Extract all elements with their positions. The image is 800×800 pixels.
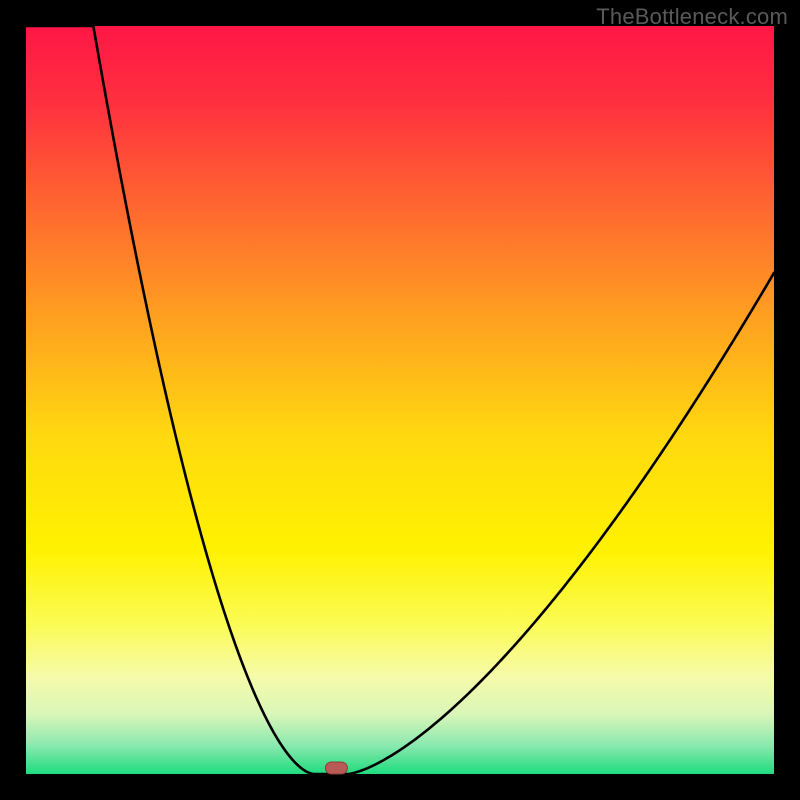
chart-stage: TheBottleneck.com [0, 0, 800, 800]
vertex-marker [325, 762, 347, 774]
bottleneck-chart [0, 0, 800, 800]
watermark-text: TheBottleneck.com [596, 4, 788, 30]
chart-background [26, 26, 774, 774]
